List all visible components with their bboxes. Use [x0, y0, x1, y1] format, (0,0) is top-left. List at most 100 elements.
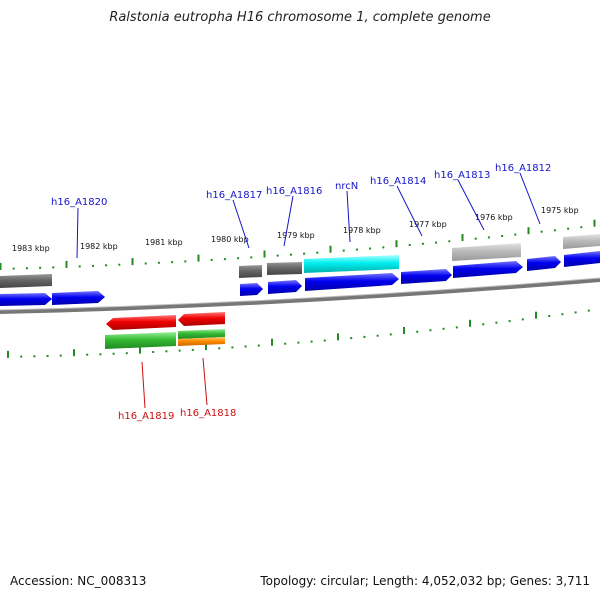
- gene-label-reverse: h16_A1819: [118, 411, 174, 422]
- tick-minor: [171, 261, 174, 264]
- lower-tick-row: [7, 309, 590, 358]
- gene-reverse-orange: [178, 337, 225, 346]
- tick-minor: [257, 344, 260, 347]
- accession-text: Accession: NC_008313: [10, 574, 147, 588]
- gene-label-forward: h16_A1812: [495, 163, 551, 174]
- tick-minor: [382, 246, 385, 249]
- tick-minor: [416, 330, 419, 333]
- gene-label-forward: h16_A1816: [266, 186, 322, 197]
- kbp-label: 1979 kbp: [277, 231, 315, 240]
- tick-minor: [297, 341, 300, 344]
- kbp-label: 1975 kbp: [541, 206, 579, 215]
- tick-minor: [548, 315, 551, 317]
- gene-forward: [0, 293, 52, 306]
- tick-major: [197, 254, 200, 262]
- tick-minor: [487, 236, 490, 239]
- tick-minor: [78, 265, 81, 268]
- tick-minor: [125, 352, 128, 355]
- tick-minor: [501, 235, 504, 237]
- gene-reverse-red: [106, 315, 176, 330]
- gene-forward: [527, 256, 561, 271]
- tick-minor: [355, 248, 358, 251]
- gene-forward: [564, 251, 600, 267]
- chromosome-backbone: [0, 278, 600, 314]
- tick-minor: [250, 256, 253, 259]
- gene-feature-gray: [0, 274, 52, 288]
- tick-minor: [580, 226, 583, 229]
- tick-minor: [482, 323, 485, 326]
- tick-minor: [184, 260, 187, 263]
- tick-minor: [191, 348, 194, 351]
- gene-forward: [401, 269, 452, 284]
- tick-minor: [178, 349, 181, 352]
- tick-minor: [567, 227, 570, 230]
- tick-minor: [52, 266, 55, 269]
- gene-feature-light-gray: [563, 234, 600, 249]
- tick-minor: [39, 266, 42, 269]
- tick-minor: [289, 253, 292, 256]
- tick-major: [205, 343, 207, 351]
- tick-minor: [20, 355, 23, 358]
- tick-minor: [495, 321, 498, 324]
- tick-minor: [12, 267, 15, 270]
- tick-major: [461, 234, 464, 241]
- tick-minor: [363, 335, 366, 338]
- tick-minor: [316, 251, 319, 254]
- tick-minor: [408, 244, 411, 246]
- tick-major: [65, 260, 68, 268]
- gene-feature-light-gray: [452, 243, 521, 261]
- figure-title: Ralstonia eutropha H16 chromosome 1, com…: [109, 10, 491, 25]
- tick-minor: [435, 241, 438, 244]
- tick-major: [403, 327, 405, 334]
- tick-minor: [455, 326, 458, 329]
- tick-minor: [323, 339, 326, 342]
- tick-minor: [59, 354, 62, 357]
- tick-minor: [421, 242, 424, 245]
- tick-minor: [86, 353, 89, 356]
- tick-minor: [276, 254, 279, 257]
- tick-minor: [553, 229, 556, 232]
- gene-label-forward: h16_A1814: [370, 176, 426, 187]
- tick-major: [337, 333, 339, 341]
- tick-minor: [369, 247, 372, 250]
- gene-label-forward: h16_A1820: [51, 197, 107, 208]
- tick-major: [0, 263, 2, 270]
- gene-feature-gray: [267, 262, 302, 275]
- tick-minor: [105, 264, 108, 267]
- tick-minor: [244, 345, 247, 348]
- tick-major: [593, 219, 596, 227]
- tick-minor: [429, 329, 432, 332]
- kbp-label: 1977 kbp: [409, 220, 447, 229]
- tick-major: [7, 350, 9, 358]
- tick-minor: [284, 342, 287, 345]
- tick-minor: [389, 333, 392, 336]
- tick-minor: [223, 258, 226, 261]
- tick-minor: [157, 261, 160, 264]
- tick-minor: [350, 337, 353, 340]
- tick-minor: [342, 249, 345, 252]
- gene-forward: [268, 280, 302, 294]
- tick-major: [527, 227, 530, 235]
- tick-minor: [521, 318, 524, 321]
- tick-major: [73, 349, 75, 357]
- tick-minor: [376, 334, 379, 337]
- gene-reverse-green: [178, 329, 225, 339]
- tick-minor: [25, 267, 28, 270]
- kbp-label: 1982 kbp: [80, 242, 118, 251]
- tick-minor: [91, 264, 94, 267]
- tick-major: [139, 346, 141, 354]
- kbp-label: 1976 kbp: [475, 213, 513, 222]
- tick-minor: [237, 257, 240, 260]
- gene-reverse-green: [105, 332, 176, 349]
- gene-feature-nrcN: [304, 255, 399, 273]
- kbp-label: 1983 kbp: [12, 244, 50, 253]
- tick-minor: [33, 355, 36, 358]
- tick-minor: [540, 230, 543, 233]
- tick-minor: [231, 346, 234, 349]
- upper-tick-row: [0, 219, 596, 270]
- chromosome-backbone-highlight: [0, 277, 600, 311]
- tick-minor: [310, 340, 313, 343]
- tick-major: [535, 311, 537, 319]
- gene-forward: [240, 283, 263, 296]
